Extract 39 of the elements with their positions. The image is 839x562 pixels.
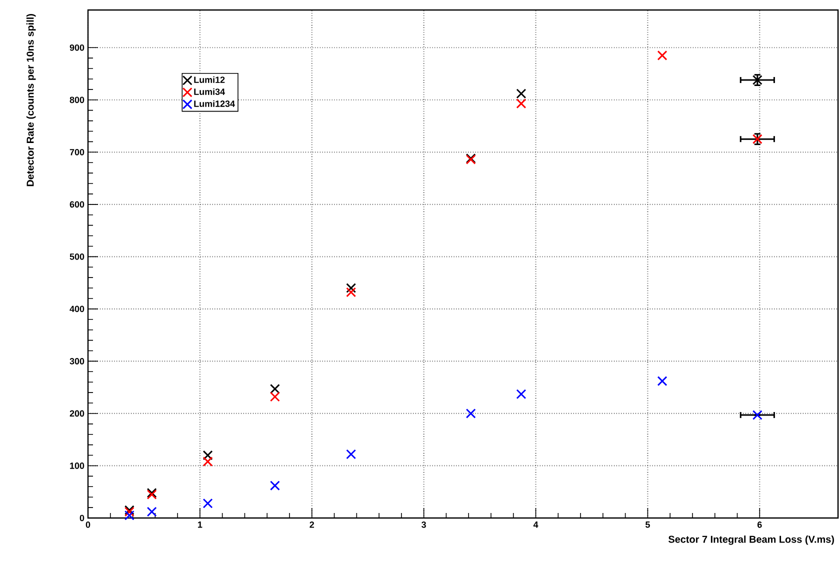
point: [346, 283, 356, 294]
x-tick-label: 1: [198, 522, 202, 528]
x-axis-title: Sector 7 Integral Beam Loss (V.ms): [668, 536, 834, 545]
legend-label: Lumi1234: [194, 100, 235, 107]
point: [516, 389, 526, 400]
y-tick-label: 500: [70, 254, 84, 260]
point: [516, 88, 526, 99]
point: [657, 376, 668, 386]
point: [657, 50, 668, 60]
y-tick-label: 700: [70, 148, 84, 156]
point: [270, 392, 280, 402]
point: [270, 480, 280, 491]
y-tick-label: 100: [70, 462, 84, 469]
point: [202, 498, 213, 508]
point: [516, 98, 526, 109]
x-tick-label: 4: [533, 522, 538, 528]
x-tick-label: 6: [757, 522, 762, 528]
x-tick-label: 0: [86, 522, 90, 528]
point: [146, 506, 157, 517]
legend-label: Lumi34: [194, 88, 225, 95]
point: [202, 456, 213, 467]
y-tick-label: 300: [70, 358, 84, 364]
x-tick-label: 3: [422, 522, 426, 528]
x-tick-label: 5: [645, 522, 650, 528]
legend-label: Lumi12: [194, 76, 225, 83]
y-tick-label: 200: [70, 410, 84, 417]
point: [346, 287, 356, 298]
y-tick-label: 400: [70, 306, 84, 312]
y-axis-title: Detector Rate (counts per 10ns spill): [26, 14, 36, 186]
x-tick-label: 2: [310, 522, 314, 528]
point: [202, 450, 213, 460]
point: [124, 510, 134, 520]
point: [346, 449, 356, 460]
point: [270, 384, 280, 394]
point: [466, 408, 476, 418]
y-tick-label: 800: [70, 96, 84, 104]
y-tick-label: 900: [70, 44, 84, 51]
y-tick-label: 600: [70, 201, 84, 208]
y-tick-label: 0: [80, 514, 84, 522]
